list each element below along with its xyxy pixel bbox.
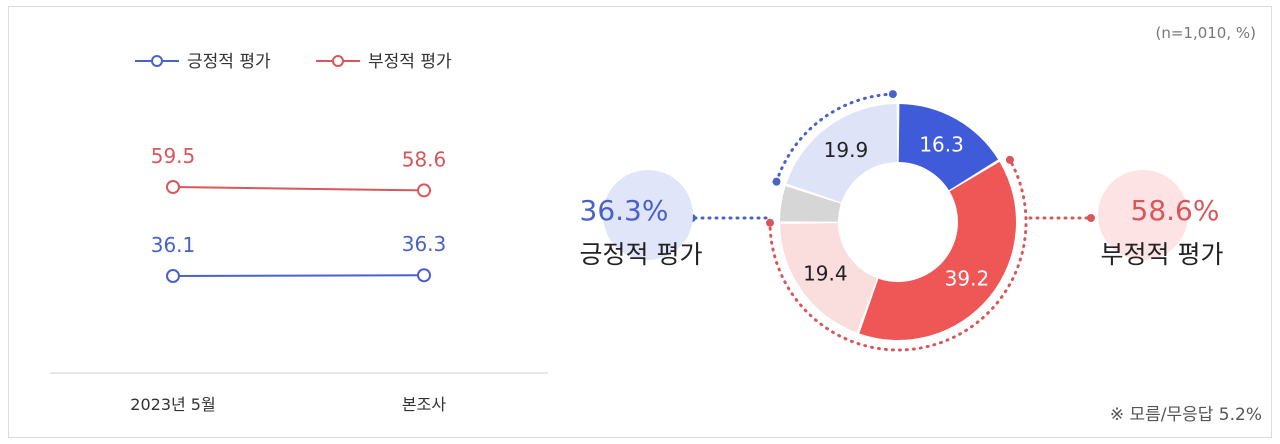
donut-segment-2 (780, 223, 877, 333)
negative-arc-start-dot (1005, 155, 1014, 164)
donut-segment-label-4: 19.9 (824, 138, 869, 162)
legend-marker-0 (151, 55, 163, 67)
donut-segment-0 (898, 104, 999, 191)
x-tick-label-0: 2023년 5월 (130, 395, 215, 414)
positive-arc-end-dot (772, 177, 781, 186)
donut-segment-3 (780, 186, 841, 222)
legend-label-1: 부정적 평가 (368, 52, 452, 72)
legend-marker-1 (332, 55, 344, 67)
positive-group-label: 긍정적 평가 (580, 240, 703, 269)
positive-percent: 36.3% (580, 194, 669, 227)
negative-group-arc (768, 156, 1028, 352)
x-tick-label-1: 본조사 (402, 395, 446, 414)
data-point-0-0 (166, 269, 180, 283)
legend-label-0: 긍정적 평가 (187, 52, 271, 72)
negative-arc-end-dot (766, 218, 775, 227)
data-point-1-0 (166, 180, 180, 194)
data-label-0-0: 36.1 (151, 233, 196, 257)
series-line-0 (172, 274, 425, 277)
positive-group-arc (775, 92, 899, 184)
data-label-0-1: 36.3 (402, 232, 447, 256)
data-label-1-1: 58.6 (402, 147, 447, 171)
donut-segment-label-0: 16.3 (919, 132, 964, 156)
positive-arc-start-dot (888, 90, 897, 99)
donut-chart: 16.3 39.2 19.4 19.9 36.3% 긍정적 평가 58.6% 부정적 평가 (580, 90, 1224, 352)
negative-percent: 58.6% (1131, 194, 1220, 227)
no-answer-note: ※ 모름/무응답 5.2% (1110, 405, 1262, 425)
negative-connector-dot (1087, 214, 1095, 222)
negative-group-label: 부정적 평가 (1101, 240, 1224, 269)
donut-segment-4 (786, 104, 898, 203)
donut-segment-label-1: 39.2 (945, 266, 990, 290)
data-point-1-1 (417, 183, 431, 198)
series-line-1 (172, 186, 425, 192)
data-label-1-0: 59.5 (151, 144, 196, 168)
sample-note: (n=1,010, %) (1155, 24, 1256, 42)
donut-segment-1 (859, 161, 1016, 340)
line-chart: 긍정적 평가 부정적 평가 36.1 36.3 59.5 58.6 2023년 5월 본조사 (50, 52, 548, 414)
positive-bubble (603, 170, 693, 260)
data-point-0-1 (417, 268, 431, 283)
negative-bubble (1098, 170, 1188, 260)
donut-segment-label-2: 19.4 (803, 261, 848, 285)
